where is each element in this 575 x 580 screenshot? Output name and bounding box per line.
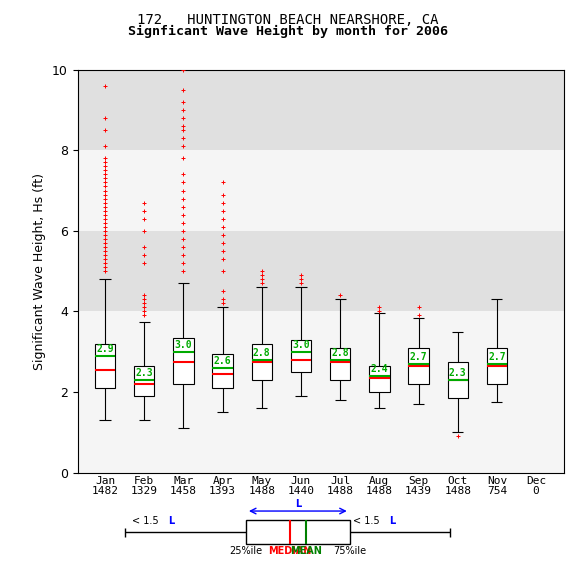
Text: 754: 754 <box>487 486 507 496</box>
Bar <box>408 348 429 384</box>
Text: 1482: 1482 <box>91 486 118 496</box>
Bar <box>212 354 233 388</box>
Bar <box>95 344 115 388</box>
Text: < 1.5: < 1.5 <box>353 516 383 527</box>
Bar <box>447 362 468 398</box>
Text: May: May <box>252 476 272 485</box>
Text: Feb: Feb <box>134 476 154 485</box>
Text: 2.7: 2.7 <box>410 352 427 362</box>
Text: Jan: Jan <box>95 476 115 485</box>
Text: 2.4: 2.4 <box>370 364 388 374</box>
Y-axis label: Significant Wave Height, Hs (ft): Significant Wave Height, Hs (ft) <box>33 173 47 369</box>
Text: Aug: Aug <box>369 476 389 485</box>
Text: 3.0: 3.0 <box>175 340 192 350</box>
Text: MEDIAN: MEDIAN <box>268 546 311 556</box>
Text: L: L <box>389 516 396 527</box>
Text: 2.8: 2.8 <box>331 348 349 358</box>
Text: 25%ile: 25%ile <box>229 546 263 556</box>
Text: 1488: 1488 <box>366 486 393 496</box>
Text: Mar: Mar <box>173 476 194 485</box>
Text: 2.9: 2.9 <box>96 344 114 354</box>
Text: 2.8: 2.8 <box>253 348 271 358</box>
Bar <box>369 366 389 392</box>
Text: 2.3: 2.3 <box>449 368 466 378</box>
Bar <box>78 70 564 150</box>
Bar <box>173 338 194 384</box>
Bar <box>252 344 272 380</box>
Text: 2.3: 2.3 <box>136 368 153 378</box>
Text: Dec: Dec <box>526 476 546 485</box>
Text: 1488: 1488 <box>248 486 275 496</box>
Text: 2.6: 2.6 <box>214 356 231 367</box>
Bar <box>291 340 311 372</box>
Text: Jul: Jul <box>330 476 350 485</box>
Text: 75%ile: 75%ile <box>333 546 366 556</box>
Text: MEAN: MEAN <box>290 546 322 556</box>
Text: 1329: 1329 <box>131 486 158 496</box>
Text: 0: 0 <box>532 486 539 496</box>
Text: 1488: 1488 <box>327 486 354 496</box>
Bar <box>78 231 564 311</box>
Text: Signficant Wave Height by month for 2006: Signficant Wave Height by month for 2006 <box>128 25 447 38</box>
Text: 1458: 1458 <box>170 486 197 496</box>
Text: L: L <box>168 516 175 527</box>
Text: 172   HUNTINGTON BEACH NEARSHORE, CA: 172 HUNTINGTON BEACH NEARSHORE, CA <box>137 13 438 27</box>
Bar <box>330 348 350 380</box>
Text: 1393: 1393 <box>209 486 236 496</box>
Text: 1440: 1440 <box>288 486 315 496</box>
Text: 1439: 1439 <box>405 486 432 496</box>
Text: Apr: Apr <box>213 476 233 485</box>
Text: 2.7: 2.7 <box>488 352 505 362</box>
Bar <box>486 348 507 384</box>
Text: Oct: Oct <box>447 476 468 485</box>
Text: 3.0: 3.0 <box>292 340 310 350</box>
Text: L: L <box>295 499 301 509</box>
Text: 1488: 1488 <box>444 486 471 496</box>
Text: Nov: Nov <box>487 476 507 485</box>
Text: < 1.5: < 1.5 <box>132 516 162 527</box>
Bar <box>134 366 155 396</box>
Text: Jun: Jun <box>291 476 311 485</box>
Bar <box>246 520 350 545</box>
Text: Sep: Sep <box>408 476 428 485</box>
